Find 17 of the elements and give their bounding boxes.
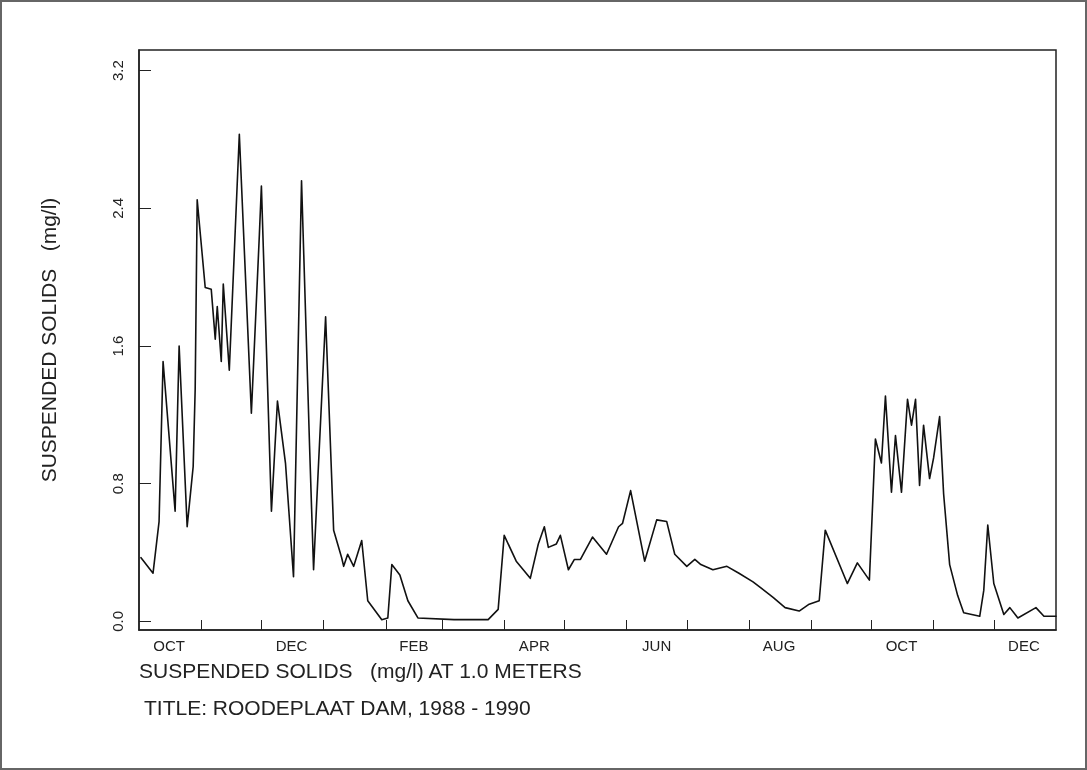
line-series bbox=[140, 133, 1057, 621]
x-tick-label: DEC bbox=[275, 637, 308, 654]
y-tick-label: 2.4 bbox=[109, 197, 126, 219]
x-tick-label: JUN bbox=[642, 637, 672, 654]
y-tick-label: 0.0 bbox=[109, 610, 126, 632]
y-axis-title: SUSPENDED SOLIDS (mg/l) bbox=[37, 197, 60, 483]
y-tick-label: 0.8 bbox=[109, 473, 126, 495]
x-axis-title: SUSPENDED SOLIDS (mg/l) AT 1.0 METERS bbox=[139, 659, 582, 682]
x-tick-label: OCT bbox=[153, 637, 185, 654]
y-tick-label: 3.2 bbox=[109, 60, 126, 82]
x-tick-label: FEB bbox=[399, 637, 429, 654]
x-tick-label: DEC bbox=[1008, 637, 1040, 654]
x-tick-label: AUG bbox=[762, 637, 796, 654]
text: TITLE: ROODEPLAAT DAM, 1988 - 1990 bbox=[144, 696, 531, 719]
x-tick-label: APR bbox=[518, 637, 550, 654]
y-tick-label: 1.6 bbox=[109, 335, 126, 357]
x-tick-label: OCT bbox=[885, 637, 918, 654]
